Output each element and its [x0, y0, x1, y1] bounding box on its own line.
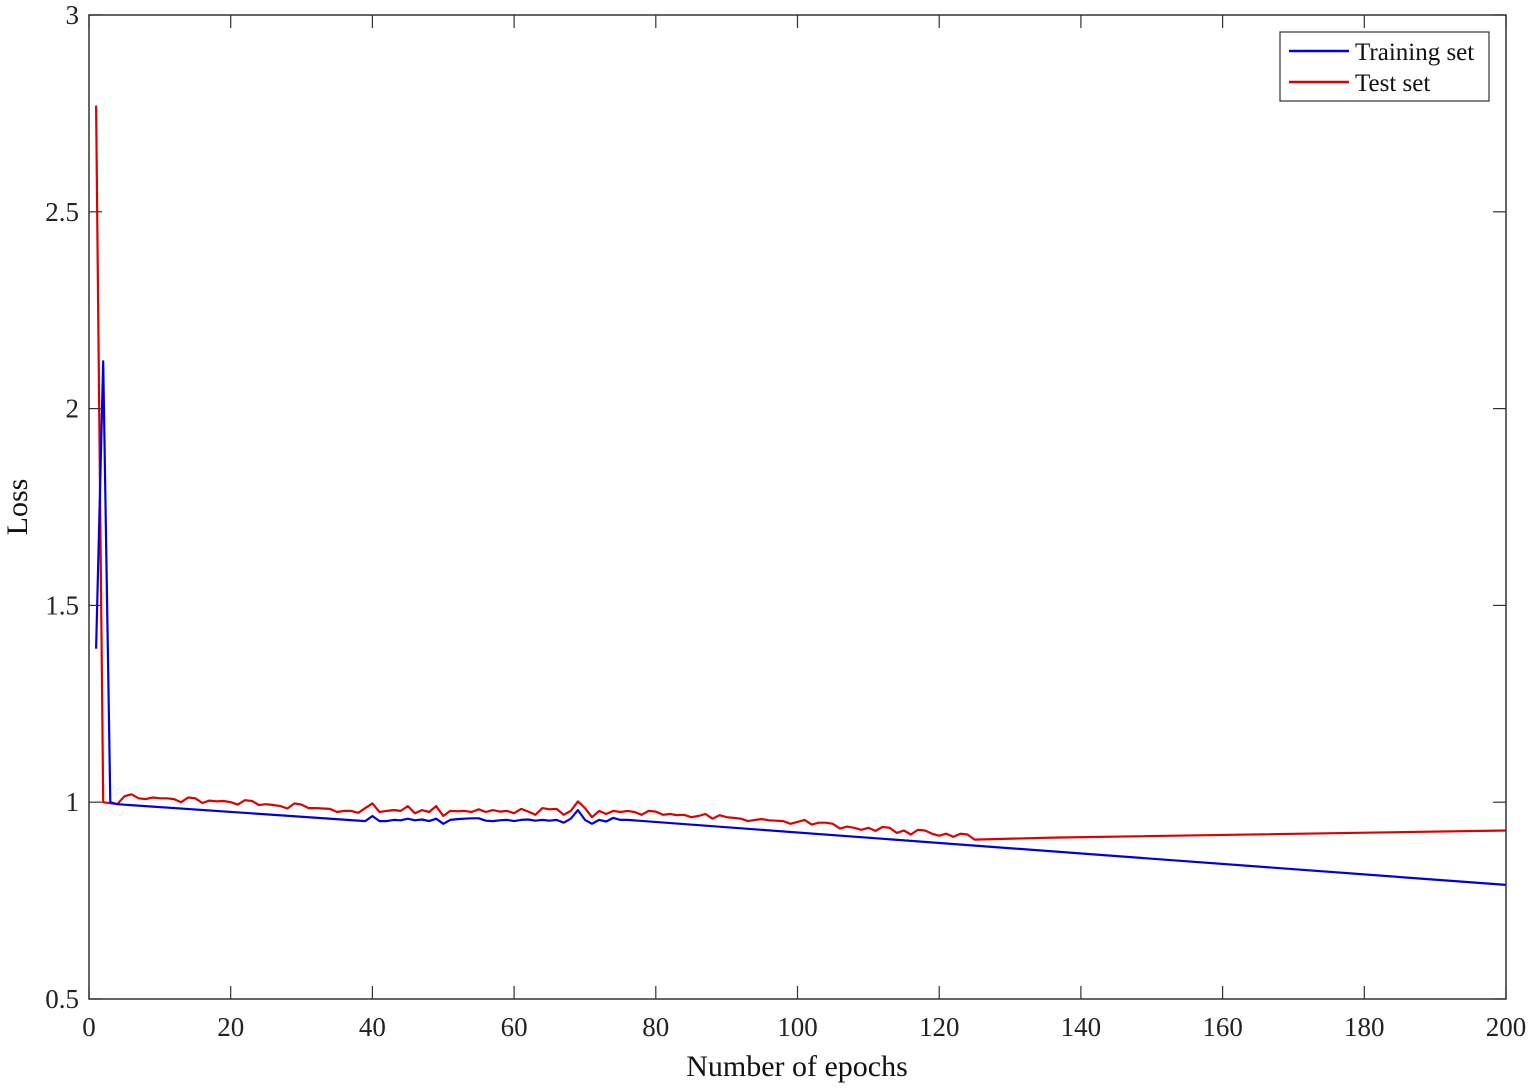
x-tick-label: 180: [1344, 1012, 1385, 1042]
y-tick-label: 1: [66, 787, 80, 817]
y-axis-label: Loss: [1, 479, 34, 536]
x-tick-label: 160: [1202, 1012, 1243, 1042]
x-tick-label: 60: [501, 1012, 528, 1042]
series-layer: [95, 105, 1507, 886]
x-tick-label: 80: [642, 1012, 669, 1042]
legend-label-training: Training set: [1355, 39, 1474, 66]
series-line-test: [95, 105, 1507, 841]
x-tick-label: 40: [359, 1012, 386, 1042]
plot-area: [89, 15, 1506, 999]
legend: Training set Test set: [1279, 31, 1490, 102]
y-tick-label: 1.5: [45, 590, 79, 620]
x-tick-label: 200: [1486, 1012, 1527, 1042]
y-tick-label: 3: [66, 0, 80, 30]
x-tick-label: 0: [82, 1012, 96, 1042]
y-tick-label: 2: [66, 394, 80, 424]
legend-label-test: Test set: [1355, 70, 1430, 97]
axis-ticks: [88, 14, 1507, 1000]
x-tick-label: 120: [919, 1012, 960, 1042]
y-tick-label: 0.5: [45, 984, 79, 1014]
x-tick-label: 100: [777, 1012, 818, 1042]
x-tick-label: 20: [217, 1012, 244, 1042]
legend-box: [1279, 31, 1490, 102]
x-tick-label: 140: [1061, 1012, 1102, 1042]
y-tick-label: 2.5: [45, 197, 79, 227]
x-axis-label: Number of epochs: [686, 1050, 908, 1083]
series-line-training: [95, 360, 1507, 886]
axis-tick-labels: 0 20 40 60 80 100 120 140 160 180 200 0.5 1 1.5 2 2.5 3: [45, 0, 1526, 1042]
